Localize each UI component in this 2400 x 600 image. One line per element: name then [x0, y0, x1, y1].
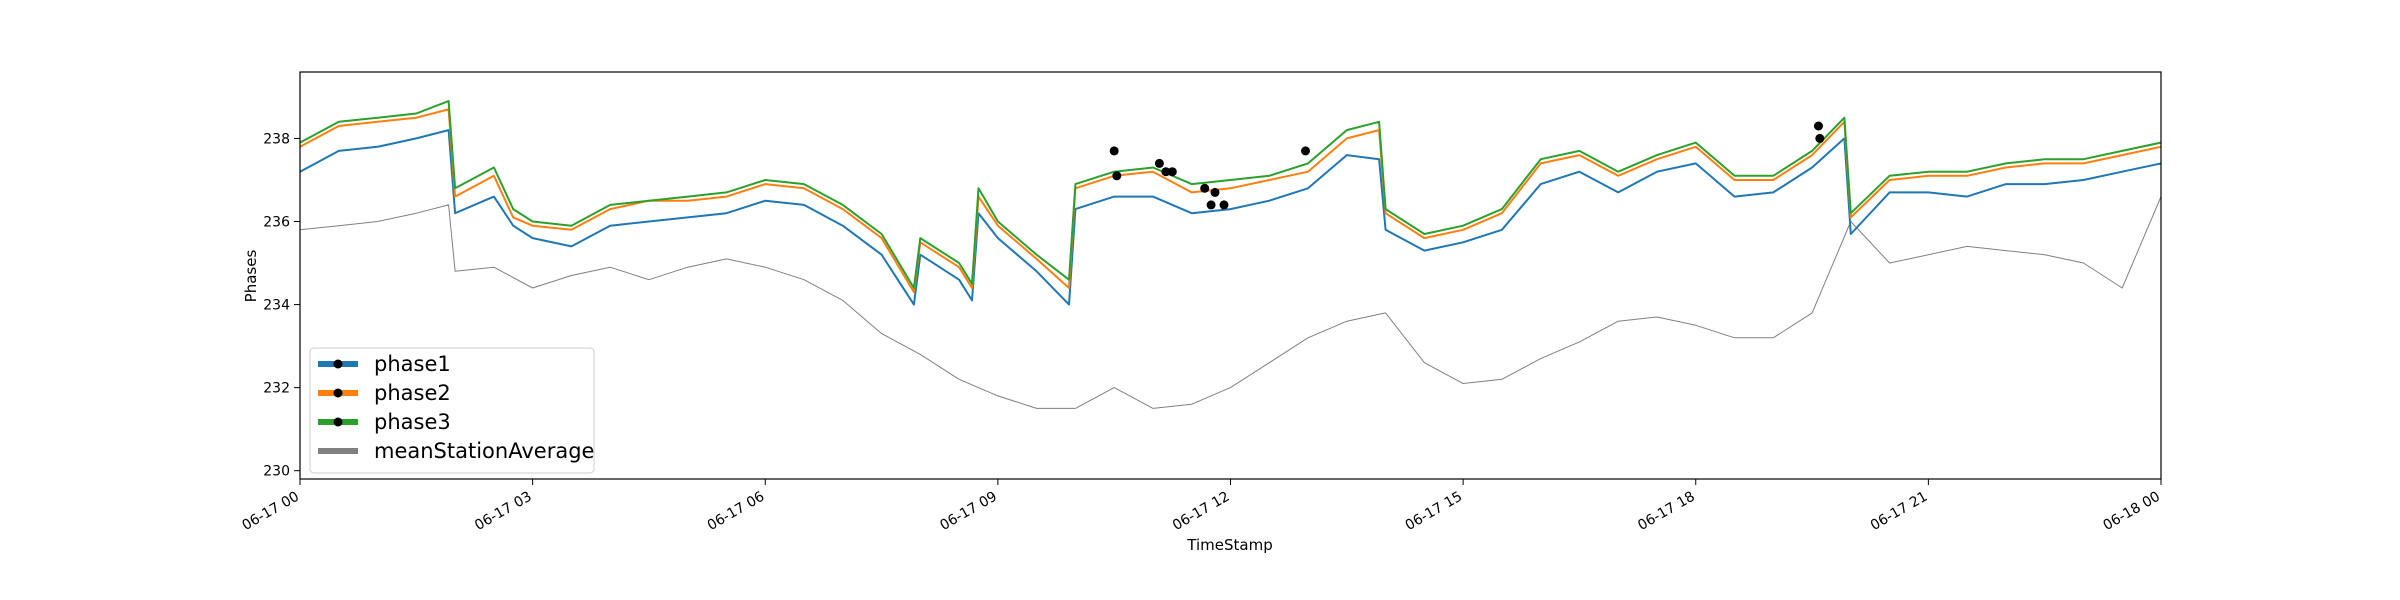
- legend-label-phase1: phase1: [374, 352, 451, 376]
- legend-marker-phase3: [333, 417, 343, 427]
- highlight-point-7: [1206, 200, 1216, 210]
- x-axis-label: TimeStamp: [1186, 536, 1272, 554]
- y-tick-label-2: 234: [263, 298, 290, 314]
- highlight-point-1: [1109, 146, 1119, 156]
- legend-marker-phase1: [333, 359, 343, 369]
- y-tick-label-1: 232: [263, 381, 290, 397]
- highlight-point-6: [1200, 183, 1210, 193]
- highlight-point-5: [1167, 167, 1177, 177]
- legend-entries: phase1 phase2 phase3 meanStationAverage: [318, 352, 594, 463]
- highlight-point-12: [1815, 133, 1825, 143]
- legend-box: [309, 347, 595, 474]
- y-tick-label-4: 238: [263, 131, 290, 147]
- legend-label-phase3: phase3: [374, 410, 451, 434]
- series-line-phase3: [299, 100, 2162, 289]
- highlight-point-10: [1301, 146, 1310, 156]
- legend: phase1 phase2 phase3 meanStationAverage: [309, 347, 595, 474]
- series-layer: [299, 100, 2162, 409]
- highlight-point-3: [1154, 158, 1164, 168]
- series-line-phase2: [299, 108, 2162, 294]
- highlight-point-2: [1112, 171, 1122, 181]
- legend-label-meanStationAverage: meanStationAverage: [374, 439, 594, 463]
- marker-layer: [1109, 121, 1825, 210]
- highlight-point-8: [1210, 187, 1220, 197]
- series-line-phase1: [299, 129, 2162, 306]
- y-tick-label-3: 236: [263, 215, 290, 231]
- legend-label-phase2: phase2: [374, 381, 451, 405]
- y-axis-ticks: 230 232 234 236 238: [263, 131, 300, 480]
- legend-marker-phase2: [333, 388, 343, 398]
- highlight-point-11: [1814, 121, 1823, 131]
- highlight-point-4: [1161, 167, 1171, 177]
- y-tick-label-0: 230: [263, 464, 290, 480]
- highlight-point-9: [1219, 200, 1229, 210]
- y-axis-label: Phases: [242, 250, 260, 303]
- series-line-meanStationAverage: [299, 196, 2162, 409]
